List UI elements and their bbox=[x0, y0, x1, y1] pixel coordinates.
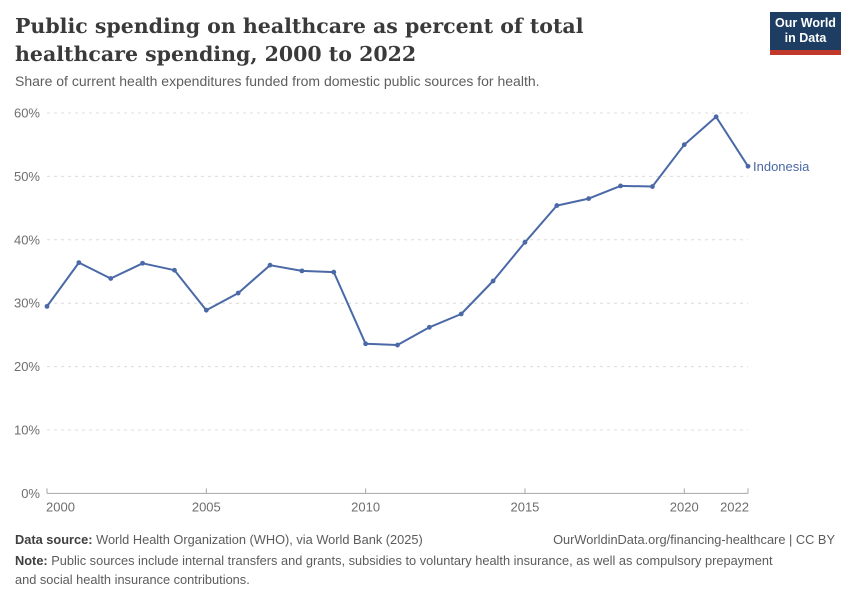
data-point-2004 bbox=[172, 267, 177, 273]
y-tick-label-30: 30% bbox=[14, 296, 40, 311]
x-tick-label-2000: 2000 bbox=[46, 499, 75, 514]
x-tick-label-2010: 2010 bbox=[351, 499, 380, 514]
data-point-2007 bbox=[267, 262, 273, 268]
x-tick-label-2015: 2015 bbox=[510, 499, 539, 514]
note-label: Note: bbox=[15, 553, 48, 568]
x-tick-label-2020: 2020 bbox=[670, 499, 699, 514]
x-tick-label-2005: 2005 bbox=[192, 499, 221, 514]
data-point-2003 bbox=[140, 260, 145, 266]
data-point-2000 bbox=[44, 303, 50, 309]
chart-subtitle: Share of current health expenditures fun… bbox=[15, 73, 540, 89]
data-source-text: Data source: World Health Organization (… bbox=[15, 532, 423, 547]
y-tick-label-60: 60% bbox=[14, 106, 40, 121]
data-point-2012 bbox=[426, 324, 432, 330]
data-point-2006 bbox=[235, 290, 241, 296]
data-point-2005 bbox=[203, 307, 209, 313]
data-point-2022 bbox=[745, 163, 751, 169]
owid-logo-line1: Our World bbox=[775, 16, 836, 30]
chart-title: Public spending on healthcare as percent… bbox=[15, 14, 584, 66]
footer-note: Note: Public sources include internal tr… bbox=[15, 551, 797, 589]
data-point-2002 bbox=[108, 276, 114, 281]
entity-label-indonesia: Indonesia bbox=[753, 159, 810, 174]
owid-citation-link[interactable]: OurWorldinData.org/financing-healthcare … bbox=[553, 532, 835, 547]
data-source-value: World Health Organization (WHO), via Wor… bbox=[96, 532, 423, 547]
y-tick-label-0: 0% bbox=[21, 486, 40, 501]
data-source-label: Data source: bbox=[15, 532, 93, 547]
chart-footer: Data source: World Health Organization (… bbox=[15, 530, 835, 589]
series-line-indonesia bbox=[46, 115, 749, 346]
data-point-2019 bbox=[650, 184, 655, 189]
data-point-2010 bbox=[363, 341, 369, 347]
data-point-2020 bbox=[681, 142, 687, 148]
data-point-2016 bbox=[554, 203, 560, 208]
owid-logo[interactable]: Our World in Data bbox=[770, 12, 841, 55]
y-tick-label-20: 20% bbox=[14, 359, 40, 374]
owid-logo-line2: in Data bbox=[784, 31, 827, 45]
y-tick-label-40: 40% bbox=[14, 232, 40, 247]
data-point-2015 bbox=[522, 239, 528, 245]
x-tick-label-2022: 2022 bbox=[720, 499, 749, 514]
y-tick-label-50: 50% bbox=[14, 169, 40, 184]
data-point-2008 bbox=[299, 268, 305, 274]
y-tick-label-10: 10% bbox=[14, 423, 40, 438]
data-point-2018 bbox=[618, 183, 623, 189]
note-value: Public sources include internal transfer… bbox=[15, 553, 773, 587]
footer-source-row: Data source: World Health Organization (… bbox=[15, 530, 835, 549]
data-point-2001 bbox=[76, 260, 82, 266]
data-point-2017 bbox=[586, 196, 592, 201]
data-point-2021 bbox=[713, 114, 719, 120]
data-point-2013 bbox=[458, 311, 464, 317]
data-point-2011 bbox=[395, 342, 400, 348]
data-point-2014 bbox=[490, 278, 496, 284]
data-point-2009 bbox=[331, 269, 337, 275]
